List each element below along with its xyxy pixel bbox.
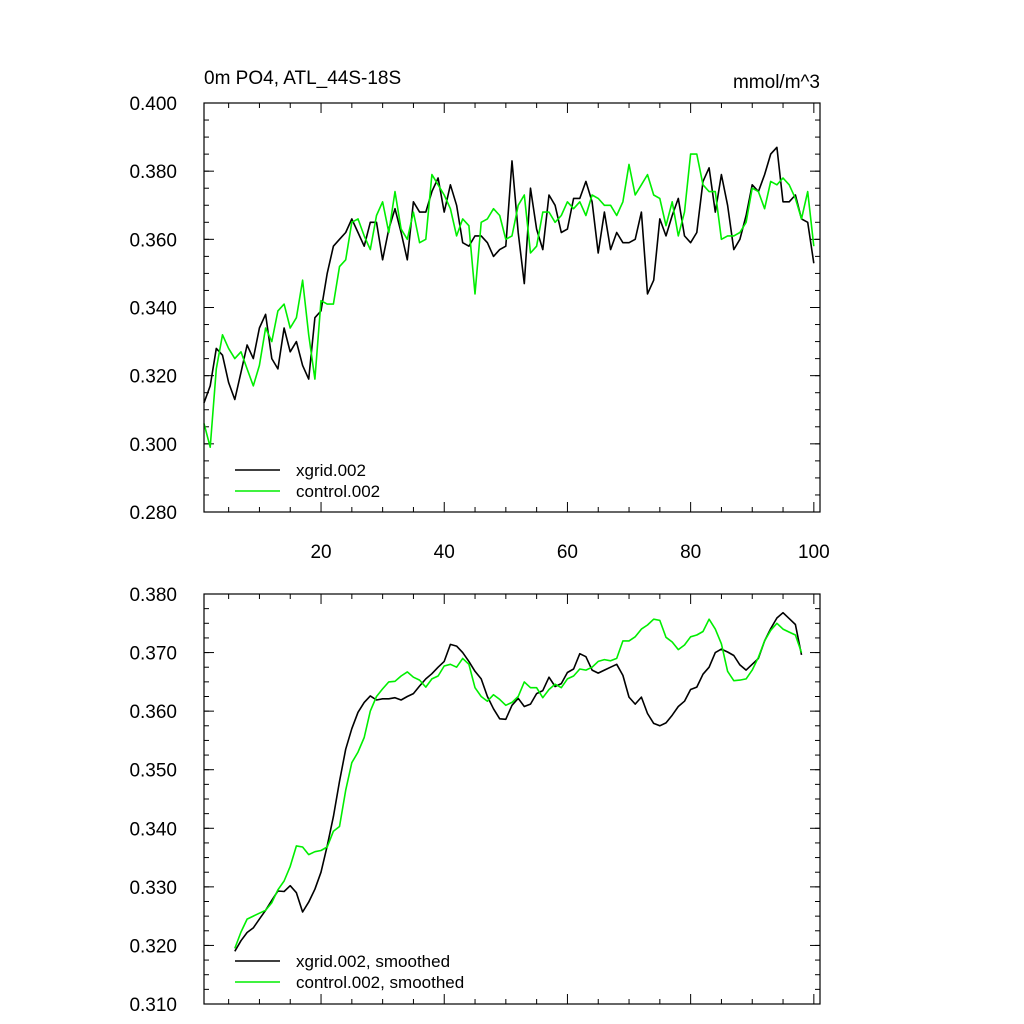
top-ytick-label: 0.380 (129, 162, 177, 183)
bottom-ytick-label: 0.330 (129, 878, 177, 899)
top-series-line-control (203, 153, 815, 449)
top-legend-label-control: control.002 (296, 482, 380, 501)
top-xtick-label: 60 (557, 542, 578, 563)
top-xtick-label: 40 (434, 542, 455, 563)
bottom-ytick-label: 0.340 (129, 819, 177, 840)
bottom-axis-ticks (204, 593, 820, 1005)
top-xtick-label: 100 (798, 542, 830, 563)
top-series-line-xgrid (203, 146, 815, 404)
top-ytick-label: 0.280 (129, 503, 177, 524)
top-legend: xgrid.002 control.002 (235, 461, 380, 501)
bottom-ytick-label: 0.370 (129, 644, 177, 665)
bottom-ytick-label: 0.350 (129, 761, 177, 782)
bottom-plot-frame (203, 593, 821, 1005)
top-legend-label-xgrid: xgrid.002 (296, 461, 366, 480)
top-plot-frame (203, 102, 821, 513)
bottom-series-line-xgrid (234, 611, 803, 952)
top-ytick-label: 0.360 (129, 230, 177, 251)
bottom-legend-label-control: control.002, smoothed (296, 973, 464, 992)
top-ytick-label: 0.400 (129, 94, 177, 115)
top-xtick-label: 20 (310, 542, 331, 563)
top-xtick-label: 80 (680, 542, 701, 563)
top-series-lines (203, 146, 815, 449)
top-ytick-label: 0.300 (129, 435, 177, 456)
bottom-legend: xgrid.002, smoothed control.002, smoothe… (235, 952, 464, 992)
bottom-legend-label-xgrid: xgrid.002, smoothed (296, 952, 450, 971)
top-ytick-label: 0.320 (129, 367, 177, 388)
bottom-series-lines (234, 611, 803, 952)
bottom-ytick-label: 0.320 (129, 936, 177, 957)
bottom-series-line-control (234, 618, 803, 949)
top-ytick-label: 0.340 (129, 299, 177, 320)
bottom-axis-labels: 0.310 0.320 0.330 0.340 0.350 0.360 0.370 0.380 (129, 585, 177, 1016)
top-panel: 0m PO4, ATL_44S-18S mmol/m^3 0.2800.3000… (129, 68, 829, 563)
top-chart-units: mmol/m^3 (733, 72, 820, 93)
bottom-panel: 0.310 0.320 0.330 0.340 0.350 0.360 0.370 0.380… (129, 585, 821, 1016)
top-chart-title: 0m PO4, ATL_44S-18S (204, 68, 401, 89)
bottom-ytick-label: 0.360 (129, 702, 177, 723)
top-axis-labels: 0.280 0.300 0.320 0.340 0.360 0.380 0.400 20 40 6… (129, 94, 829, 563)
bottom-ytick-label: 0.310 (129, 995, 177, 1016)
bottom-ytick-label: 0.380 (129, 585, 177, 606)
